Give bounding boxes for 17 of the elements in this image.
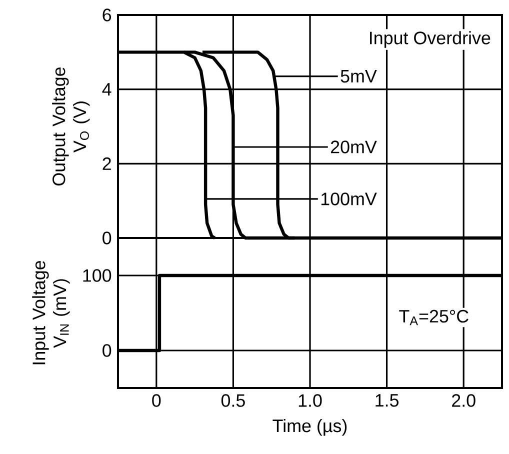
y-tick-label: 2: [102, 157, 111, 170]
text: 100mV: [321, 192, 377, 206]
legend-title: Input Overdrive: [370, 31, 490, 48]
x-tick-label: 0.5: [221, 394, 245, 407]
legend-label: 5mV: [340, 70, 377, 83]
y-tick-label: 100: [83, 269, 112, 282]
annotation: T$_{A}$=25°C: [399, 310, 468, 326]
x-tick-label: 0: [152, 394, 161, 407]
x-axis-title: Time (µs): [272, 419, 347, 436]
text: 20mV: [330, 140, 377, 154]
x-tick-label: 1.0: [298, 394, 322, 407]
x-tick-label: 2.0: [452, 394, 476, 407]
y-tick-label: 0: [102, 232, 112, 244]
x-tick-label: 1.5: [376, 394, 399, 407]
y-tick-label: 4: [102, 83, 112, 96]
y-tick-label: 6: [102, 8, 112, 22]
y-tick-label: 0: [102, 344, 112, 357]
